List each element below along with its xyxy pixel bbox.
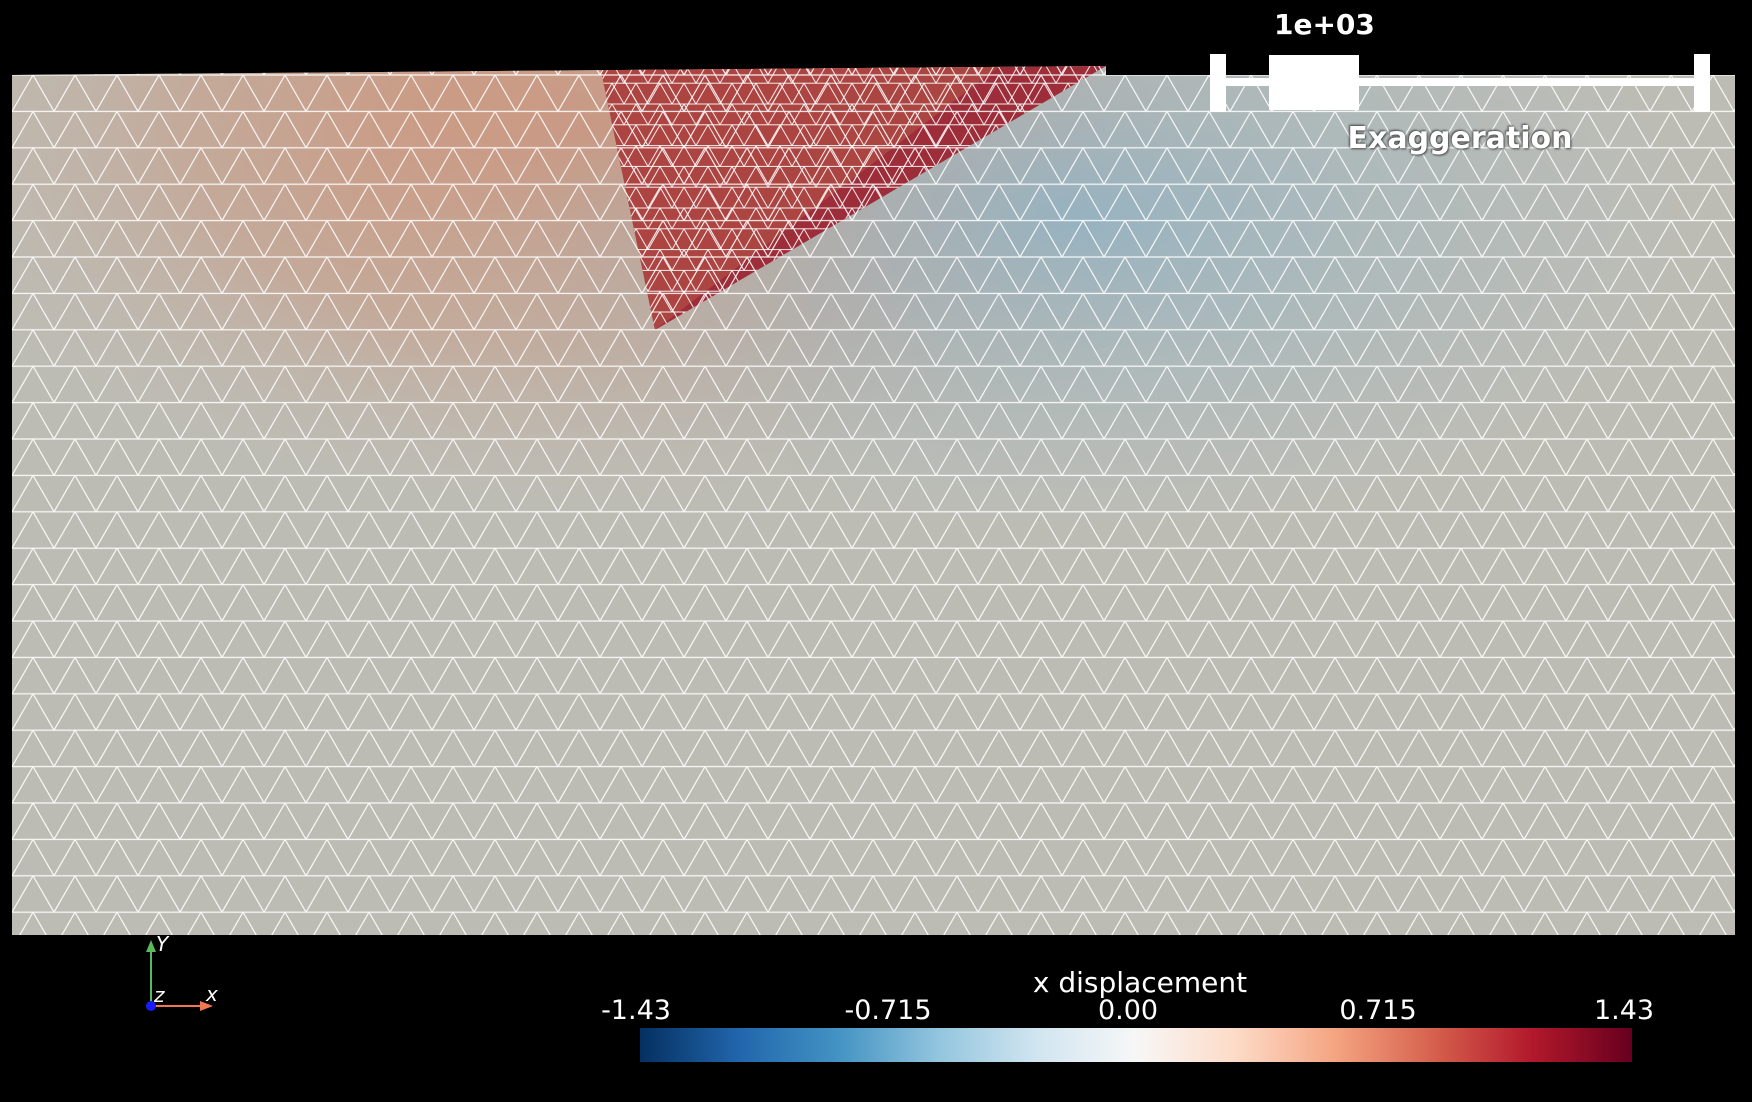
colorbar-title: x displacement bbox=[1032, 966, 1248, 999]
deformed-mesh bbox=[12, 66, 1735, 935]
exaggeration-value-label: 1e+03 bbox=[1274, 8, 1375, 41]
axis-y-arrow-icon bbox=[146, 940, 156, 952]
axis-x-label: x bbox=[206, 982, 218, 1006]
axis-z-label: z bbox=[154, 983, 165, 1007]
axis-y-label: Y bbox=[156, 932, 169, 956]
colorbar-gradient bbox=[640, 1028, 1632, 1062]
mesh-lines bbox=[12, 66, 1735, 935]
exaggeration-slider-min-cap bbox=[1210, 54, 1226, 112]
colorbar-tick-label: -0.715 bbox=[844, 995, 932, 1026]
colorbar-tick-label: 1.43 bbox=[1593, 995, 1655, 1026]
axis-z-dot bbox=[146, 1001, 156, 1011]
colorbar-tick-label: 0.00 bbox=[1097, 995, 1159, 1026]
exaggeration-slider-track[interactable] bbox=[1218, 78, 1698, 86]
exaggeration-slider-max-cap bbox=[1694, 54, 1710, 112]
exaggeration-title: Exaggeration bbox=[1347, 121, 1573, 156]
axis-x-arrow-icon bbox=[200, 1001, 213, 1011]
colorbar-tick-label: -1.43 bbox=[601, 995, 671, 1026]
colorbar-tick-label: 0.715 bbox=[1339, 995, 1417, 1026]
exaggeration-slider-thumb[interactable] bbox=[1269, 55, 1359, 110]
orientation-axes bbox=[146, 940, 213, 1011]
